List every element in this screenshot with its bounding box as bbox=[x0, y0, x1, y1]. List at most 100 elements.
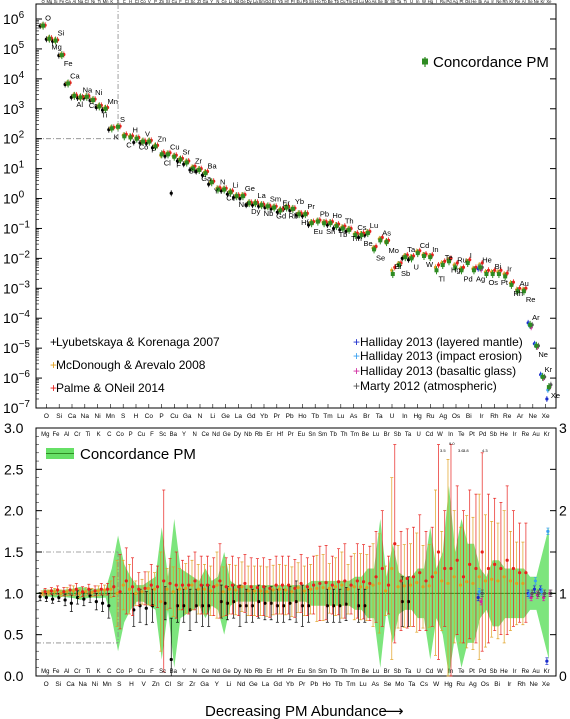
top-x-tick-label-lower: Tb bbox=[311, 413, 319, 420]
ratio-point bbox=[540, 590, 544, 594]
ratio-point bbox=[51, 597, 55, 601]
ratio-point bbox=[221, 590, 225, 594]
bottom-x-tick-label-upper: Sc bbox=[159, 432, 166, 438]
element-point-label: Zr bbox=[195, 157, 203, 166]
lower-legend-label: Concordance PM bbox=[80, 446, 196, 463]
ratio-point bbox=[146, 586, 150, 590]
bottom-x-tick-label-inner: U bbox=[416, 669, 420, 675]
element-point-label: Y bbox=[214, 186, 219, 195]
ratio-point bbox=[184, 586, 188, 590]
top-y-tick-label: 10−3 bbox=[3, 279, 30, 296]
ratio-point bbox=[240, 585, 244, 589]
ratio-point bbox=[452, 575, 456, 579]
bottom-x-tick-label-inner: Cr bbox=[74, 669, 80, 675]
bottom-x-tick-label-inner: Fe bbox=[52, 669, 60, 675]
concordance-point bbox=[378, 238, 383, 243]
ratio-point bbox=[65, 590, 69, 594]
concordance-point bbox=[340, 226, 345, 231]
ratio-point bbox=[75, 595, 80, 600]
ratio-point bbox=[288, 601, 292, 605]
bottom-x-tick-label-inner: Ta bbox=[405, 669, 412, 675]
element-point-label: O bbox=[45, 14, 51, 23]
ratio-point bbox=[168, 581, 172, 586]
reference-point bbox=[182, 162, 186, 166]
bottom-x-tick-label-lower: Bi bbox=[494, 681, 500, 688]
bottom-x-tick-label-lower: Li bbox=[226, 681, 231, 688]
reference-point bbox=[393, 265, 397, 269]
ratio-point bbox=[290, 590, 294, 594]
ratio-point bbox=[202, 587, 207, 591]
top-x-tick-label-lower: Rh bbox=[490, 413, 499, 420]
ratio-point bbox=[121, 583, 125, 587]
bottom-x-tick-label-upper: Ir bbox=[513, 432, 517, 438]
ratio-point bbox=[287, 583, 291, 587]
element-point-label: P bbox=[151, 146, 156, 155]
bottom-x-tick-label-upper: He bbox=[500, 432, 508, 438]
ratio-point bbox=[249, 585, 253, 589]
element-point-label: Ne bbox=[538, 350, 548, 359]
ratio-point bbox=[259, 589, 263, 593]
top-x-tick-label-lower: Ni bbox=[95, 413, 101, 420]
top-x-tick-label-upper: Co bbox=[140, 0, 146, 4]
ratio-point bbox=[207, 604, 211, 608]
ratio-point bbox=[346, 587, 350, 591]
element-point-label: S bbox=[120, 115, 125, 124]
ratio-point bbox=[218, 579, 222, 583]
top-x-tick-label-lower: Si bbox=[56, 413, 62, 420]
top-y-tick-label: 10−5 bbox=[3, 339, 30, 356]
element-point-label: Bi bbox=[495, 262, 502, 271]
ratio-point bbox=[449, 566, 453, 571]
concordance-point bbox=[546, 385, 551, 390]
element-point-label: He bbox=[482, 255, 492, 264]
concordance-point bbox=[521, 289, 526, 294]
bottom-x-tick-label-upper: P bbox=[129, 432, 133, 438]
ratio-point bbox=[474, 566, 478, 571]
bottom-x-tick-label-inner: C bbox=[107, 669, 112, 675]
top-x-tick-label-upper: Li bbox=[229, 0, 232, 4]
bottom-x-tick-label-lower: Sr bbox=[177, 681, 184, 688]
top-x-tick-label-lower: Xe bbox=[542, 413, 550, 420]
concordance-point bbox=[534, 343, 539, 348]
top-x-tick-label-upper: Tm bbox=[346, 0, 353, 4]
ratio-point bbox=[402, 584, 406, 588]
bottom-x-tick-label-inner: N bbox=[192, 669, 196, 675]
reference-point bbox=[200, 173, 205, 177]
bottom-x-tick-label-lower: Nd bbox=[237, 681, 246, 688]
ratio-point bbox=[515, 581, 519, 586]
ratio-point bbox=[396, 585, 400, 589]
bottom-x-tick-label-lower: Y bbox=[215, 681, 220, 688]
reference-legend-left: + Lyubetskaya & Korenaga 2007 + McDonoug… bbox=[50, 335, 220, 395]
concordance-point bbox=[309, 221, 314, 226]
top-x-tick-label-upper: Os bbox=[465, 0, 470, 4]
ratio-point bbox=[112, 585, 116, 589]
element-point-label: As bbox=[382, 228, 391, 237]
ratio-point bbox=[480, 550, 484, 554]
bottom-x-tick-label-inner: Sm bbox=[318, 669, 327, 675]
ratio-point bbox=[162, 579, 166, 583]
concordance-point bbox=[159, 152, 164, 157]
ratio-point bbox=[199, 583, 203, 587]
bottom-x-tick-label-upper: Re bbox=[521, 432, 529, 438]
element-point-label: Li bbox=[232, 180, 238, 189]
ratio-point bbox=[511, 566, 516, 571]
ratio-point bbox=[502, 575, 506, 579]
top-x-tick-label-upper: As bbox=[372, 0, 377, 4]
ratio-point bbox=[336, 580, 341, 584]
ratio-point bbox=[99, 587, 103, 591]
element-point-label: Os bbox=[488, 278, 498, 287]
ratio-point bbox=[188, 608, 192, 612]
concordance-legend-marker bbox=[422, 58, 428, 65]
ratio-point bbox=[196, 587, 200, 591]
bottom-x-tick-label-lower: Na bbox=[79, 681, 88, 688]
top-x-tick-label-upper: Pr bbox=[291, 0, 296, 4]
top-x-tick-label-lower: Lu bbox=[337, 413, 345, 420]
bottom-x-tick-label-lower: Ag bbox=[469, 681, 477, 688]
concordance-point bbox=[484, 272, 489, 277]
ratio-point bbox=[257, 600, 261, 604]
ratio-point bbox=[307, 604, 311, 608]
bottom-x-tick-label-upper: K bbox=[97, 432, 101, 438]
bottom-y-tick-label: 1.0 bbox=[4, 585, 24, 601]
ratio-point bbox=[349, 583, 353, 587]
top-x-tick-label-lower: Ca bbox=[68, 413, 77, 420]
bottom-right-y-tick-label: 2 bbox=[559, 503, 567, 519]
